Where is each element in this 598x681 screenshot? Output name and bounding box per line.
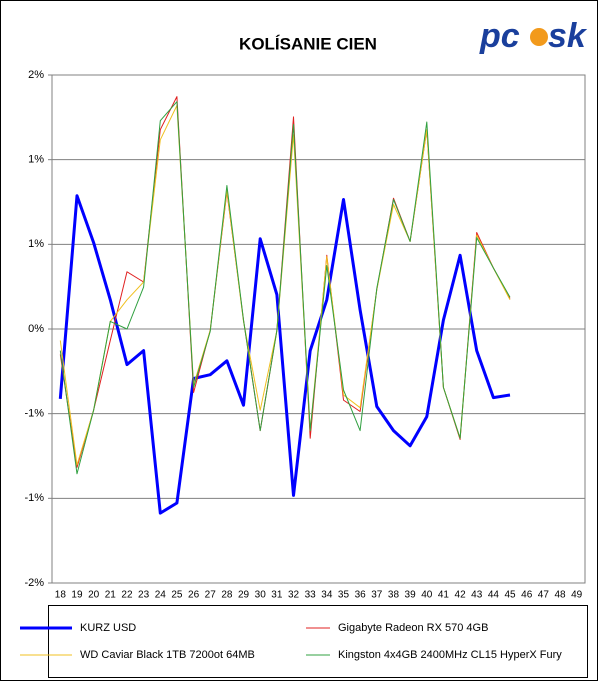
y-tick-label: 2%: [28, 69, 44, 81]
x-tick-label: 26: [188, 590, 200, 601]
y-tick-label: -2%: [24, 577, 44, 589]
x-tick-label: 42: [455, 590, 467, 601]
x-tick-label: 20: [88, 590, 100, 601]
logo: pc sk: [479, 17, 588, 55]
x-tick-label: 28: [221, 590, 233, 601]
x-tick-label: 31: [271, 590, 283, 601]
logo-flame: [530, 28, 548, 46]
x-tick-label: 32: [288, 590, 300, 601]
y-tick-label: -1%: [24, 408, 44, 420]
x-tick-label: 22: [121, 590, 133, 601]
series-line: [58, 194, 511, 515]
legend-label: KURZ USD: [80, 622, 136, 634]
y-tick-label: 1%: [28, 154, 44, 166]
x-tick-label: 41: [438, 590, 450, 601]
x-tick-label: 24: [155, 590, 167, 601]
logo-text: sk: [548, 17, 588, 55]
y-tick-label: 0%: [28, 323, 44, 335]
x-tick-label: 49: [571, 590, 583, 601]
x-tick-label: 46: [521, 590, 533, 601]
x-tick-label: 35: [338, 590, 350, 601]
chart-title: KOLÍSANIE CIEN: [239, 34, 377, 53]
legend: [48, 605, 588, 678]
y-tick-label: -1%: [24, 492, 44, 504]
x-tick-label: 19: [71, 590, 83, 601]
x-tick-label: 44: [488, 590, 500, 601]
x-tick-label: 45: [504, 590, 516, 601]
series-line: [59, 101, 511, 475]
x-tick-label: 43: [471, 590, 483, 601]
x-tick-label: 40: [421, 590, 433, 601]
y-tick-label: 1%: [28, 238, 44, 250]
x-tick-label: 39: [405, 590, 417, 601]
x-tick-label: 47: [538, 590, 550, 601]
x-tick-label: 27: [205, 590, 217, 601]
legend-label: Kingston 4x4GB 2400MHz CL15 HyperX Fury: [338, 649, 562, 661]
x-tick-label: 30: [255, 590, 267, 601]
x-tick-label: 36: [355, 590, 367, 601]
x-tick-label: 21: [105, 590, 117, 601]
x-tick-label: 25: [171, 590, 183, 601]
x-tick-label: 34: [321, 590, 333, 601]
x-tick-label: 37: [371, 590, 383, 601]
x-tick-label: 38: [388, 590, 400, 601]
x-tick-label: 23: [138, 590, 150, 601]
x-tick-label: 29: [238, 590, 250, 601]
legend-label: WD Caviar Black 1TB 7200ot 64MB: [80, 649, 255, 661]
x-tick-label: 48: [554, 590, 566, 601]
x-tick-label: 18: [55, 590, 67, 601]
logo-text: pc: [479, 17, 520, 55]
x-tick-label: 33: [305, 590, 317, 601]
legend-label: Gigabyte Radeon RX 570 4GB: [338, 622, 488, 634]
